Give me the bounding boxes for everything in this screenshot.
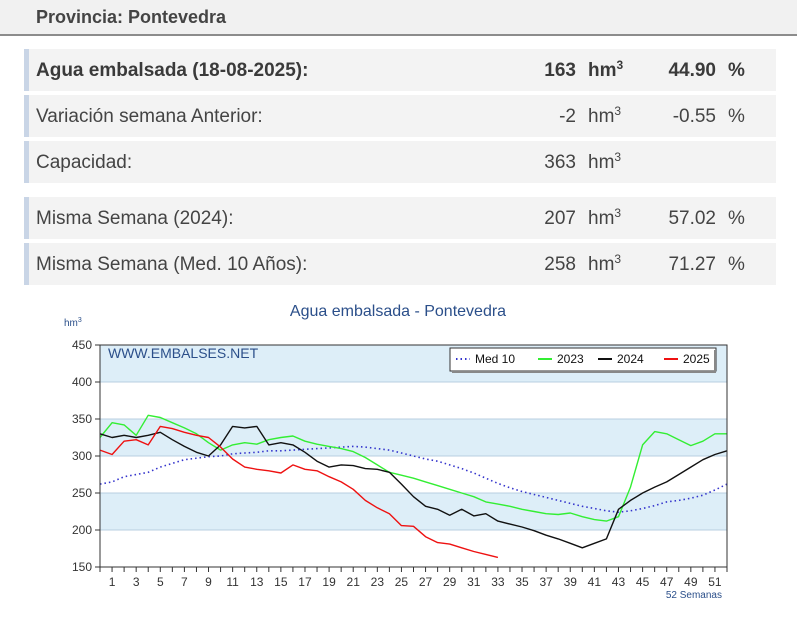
- legend-label: Med 10: [475, 352, 515, 366]
- stat-label: Misma Semana (Med. 10 Años):: [36, 254, 308, 275]
- x-tick-label: 21: [347, 575, 361, 589]
- y-tick-label: 350: [72, 412, 92, 426]
- stat-unit: hm3: [588, 150, 622, 173]
- x-tick-label: 51: [708, 575, 722, 589]
- x-tick-label: 1: [109, 575, 116, 589]
- x-tick-label: 9: [205, 575, 212, 589]
- x-tick-label: 47: [660, 575, 674, 589]
- series-line-2024: [99, 425, 728, 549]
- stat-value: -2: [559, 106, 576, 127]
- x-tick-label: 31: [467, 575, 481, 589]
- stat-percent-symbol: %: [728, 106, 745, 127]
- stat-value: 207: [544, 208, 576, 229]
- plot-frame: [99, 344, 728, 568]
- stat-percent: 44.90: [668, 60, 716, 81]
- stat-label: Agua embalsada (18-08-2025):: [36, 60, 309, 81]
- chart-watermark: WWW.EMBALSES.NET: [108, 345, 259, 361]
- x-axis-ticks: 1 3 5 7 9 11 13 15 17 19 21 23 25 27 29 31 33 35 37 39 41 43 4…: [99, 567, 728, 589]
- x-tick-label: 15: [274, 575, 288, 589]
- stat-row-variacion: Variación semana Anterior: -2 hm3 -0.55 …: [24, 95, 776, 137]
- x-tick-label: 27: [419, 575, 433, 589]
- stat-value: 363: [544, 152, 576, 173]
- x-tick-label: 49: [684, 575, 698, 589]
- stat-unit: hm3: [588, 58, 624, 81]
- stat-unit: hm3: [588, 252, 622, 275]
- x-tick-label: 39: [564, 575, 578, 589]
- stat-percent: -0.55: [672, 106, 716, 127]
- stat-row-misma-semana-med10: Misma Semana (Med. 10 Años): 258 hm3 71.…: [24, 243, 776, 285]
- x-tick-label: 25: [395, 575, 409, 589]
- y-axis-ticks: 150 200 250 300 350 400 450: [72, 338, 100, 574]
- x-tick-label: 23: [371, 575, 385, 589]
- stat-row-capacidad: Capacidad: 363 hm3: [24, 141, 776, 183]
- stat-label: Variación semana Anterior:: [36, 106, 263, 127]
- series-line-med-10: [99, 445, 728, 513]
- y-tick-label: 250: [72, 486, 92, 500]
- legend-label: 2024: [617, 352, 644, 366]
- stat-label: Capacidad:: [36, 152, 133, 173]
- y-tick-label: 300: [72, 449, 92, 463]
- province-header: Provincia: Pontevedra: [0, 0, 797, 36]
- x-axis-label: 52 Semanas: [666, 590, 722, 601]
- stat-percent: 57.02: [668, 208, 716, 229]
- y-axis-label: hm3: [64, 317, 82, 329]
- chart-band: [100, 419, 727, 456]
- x-tick-label: 11: [226, 575, 239, 589]
- x-tick-label: 17: [298, 575, 312, 589]
- stat-unit: hm3: [588, 104, 622, 127]
- x-tick-label: 5: [157, 575, 164, 589]
- stat-value: 163: [544, 60, 576, 81]
- x-tick-label: 43: [612, 575, 626, 589]
- legend-label: 2025: [683, 352, 710, 366]
- stat-row-misma-semana-2024: Misma Semana (2024): 207 hm3 57.02 %: [24, 197, 776, 239]
- chart-band: [100, 382, 727, 419]
- stat-label: Misma Semana (2024):: [36, 208, 234, 229]
- chart-legend: Med 10 2023 2024 2025: [449, 347, 717, 373]
- reservoir-chart: Agua embalsada - Pontevedra hm3 150 200 25…: [64, 303, 728, 601]
- chart-band: [100, 456, 727, 493]
- stat-unit: hm3: [588, 206, 622, 229]
- y-tick-label: 400: [72, 375, 92, 389]
- stat-row-agua-embalsada: Agua embalsada (18-08-2025): 163 hm3 44.…: [24, 49, 776, 91]
- province-title: Provincia: Pontevedra: [36, 7, 227, 27]
- chart-band: [100, 530, 727, 567]
- x-tick-label: 13: [250, 575, 264, 589]
- x-tick-label: 41: [588, 575, 602, 589]
- legend-label: 2023: [557, 352, 584, 366]
- stat-percent: 71.27: [668, 254, 716, 275]
- x-tick-label: 19: [322, 575, 336, 589]
- y-tick-label: 200: [72, 523, 92, 537]
- y-tick-label: 150: [72, 560, 92, 574]
- x-tick-label: 3: [133, 575, 140, 589]
- stat-value: 258: [544, 254, 576, 275]
- stat-percent-symbol: %: [728, 60, 745, 81]
- series-line-2025: [99, 425, 499, 559]
- chart-series: [99, 414, 728, 559]
- stat-percent-symbol: %: [728, 208, 745, 229]
- y-tick-label: 450: [72, 338, 92, 352]
- x-tick-label: 35: [515, 575, 529, 589]
- x-tick-label: 37: [539, 575, 553, 589]
- x-tick-label: 33: [491, 575, 505, 589]
- x-tick-label: 29: [443, 575, 457, 589]
- stat-percent-symbol: %: [728, 254, 745, 275]
- x-tick-label: 7: [181, 575, 188, 589]
- x-tick-label: 45: [636, 575, 650, 589]
- chart-title: Agua embalsada - Pontevedra: [290, 303, 506, 320]
